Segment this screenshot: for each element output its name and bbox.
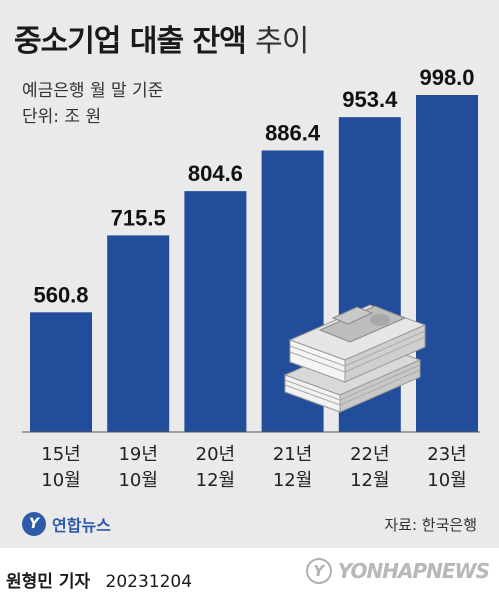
bar-0 — [30, 312, 92, 432]
category-label-3-0: 21년 — [273, 444, 312, 465]
money-stack-icon — [283, 304, 427, 413]
bar-chart: 560.8 715.5 804.6 886.4 953.4 998.0 15년 10월 19년… — [22, 65, 480, 491]
category-label-2-0: 20년 — [196, 444, 235, 465]
category-label-2-1: 12월 — [196, 470, 235, 491]
bar-1 — [107, 235, 170, 432]
brand-logo: Y 연합뉴스 — [22, 512, 111, 536]
bar-5 — [416, 95, 478, 432]
bar-2 — [184, 191, 247, 432]
watermark-logo-icon: Y — [305, 558, 332, 584]
source-text: 자료: 한국은행 — [384, 516, 477, 534]
author-name: 원형민 기자 — [6, 572, 91, 592]
title-main: 중소기업 대출 잔액 — [14, 24, 247, 59]
category-label-0-0: 15년 — [41, 444, 80, 465]
value-label-1: 715.5 — [111, 205, 166, 230]
value-label-4: 953.4 — [342, 87, 398, 112]
value-label-5: 998.0 — [419, 65, 474, 90]
category-label-3-1: 12월 — [273, 470, 312, 491]
category-label-1-1: 10월 — [118, 470, 157, 491]
category-label-4-1: 12월 — [350, 470, 389, 491]
category-label-5-1: 10월 — [427, 470, 466, 491]
brand-name: 연합뉴스 — [52, 516, 111, 535]
title-tail: 추이 — [255, 24, 309, 59]
value-label-3: 886.4 — [265, 120, 321, 145]
publish-date: 20231204 — [105, 572, 193, 592]
value-label-2: 804.6 — [188, 161, 243, 186]
yonhap-logo-icon: Y — [22, 512, 46, 536]
watermark-text: YONHAPNEWS — [337, 559, 490, 583]
chart-card: 중소기업 대출 잔액 추이 예금은행 월 말 기준 단위: 조 원 560.8 7… — [0, 0, 499, 548]
category-label-4-0: 22년 — [350, 444, 389, 465]
category-label-0-1: 10월 — [41, 470, 80, 491]
watermark: Y YONHAPNEWS — [305, 558, 490, 584]
value-label-0: 560.8 — [33, 282, 88, 307]
chart-title: 중소기업 대출 잔액 추이 — [14, 16, 309, 60]
byline: 원형민 기자 20231204 — [6, 567, 192, 592]
category-label-5-0: 23년 — [427, 444, 466, 465]
unit-label: 단위: 조 원 — [22, 107, 102, 127]
category-label-1-0: 19년 — [118, 444, 157, 465]
chart-subtitle: 예금은행 월 말 기준 — [22, 81, 164, 101]
